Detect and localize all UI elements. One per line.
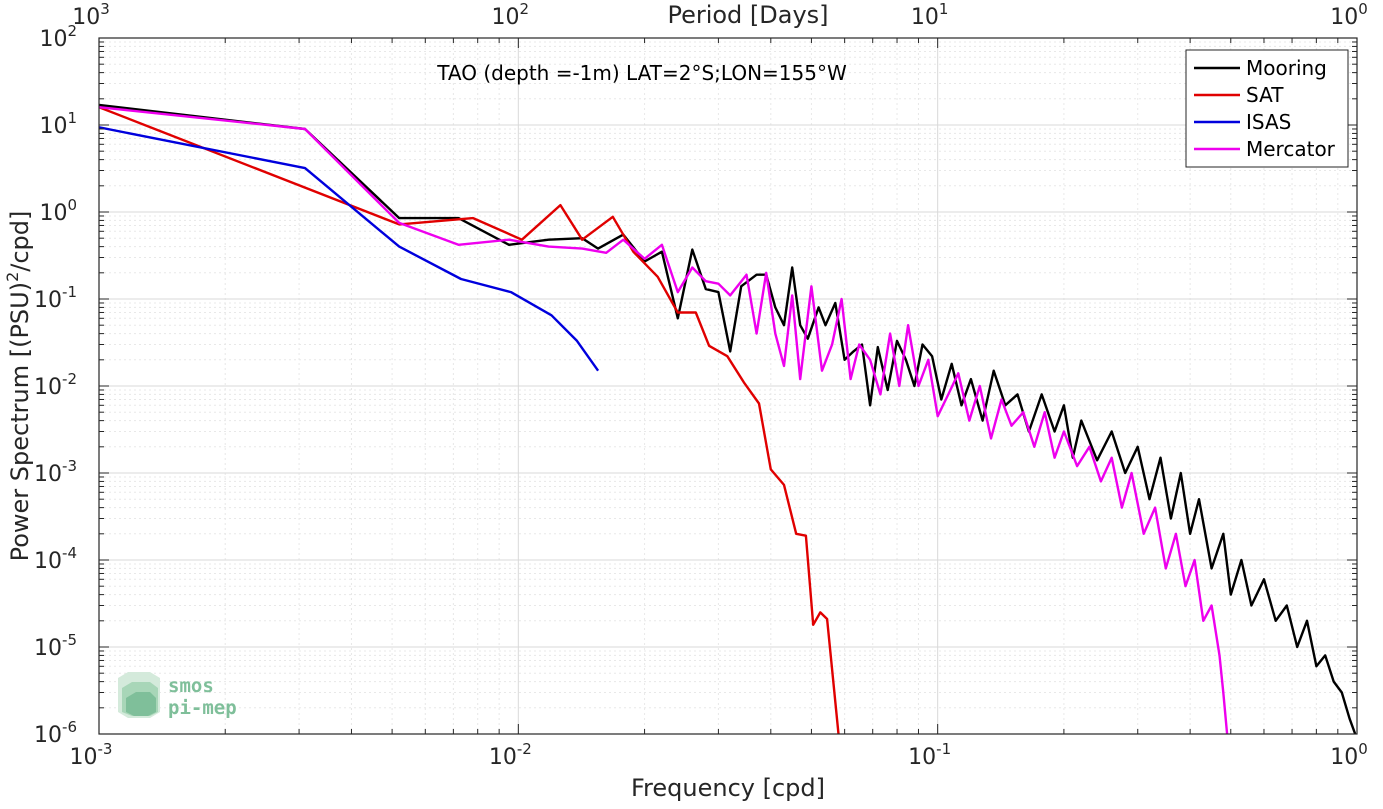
top-tick-label-base: 10 bbox=[492, 5, 520, 30]
y-tick-label: 10-3 bbox=[34, 457, 77, 487]
x-tick-label-exp: 0 bbox=[1358, 740, 1368, 758]
y-axis-label: Power Spectrum [(PSU)2/cpd] bbox=[3, 211, 34, 562]
x-tick-label: 10-1 bbox=[908, 740, 951, 770]
x-tick-label: 10-2 bbox=[489, 740, 532, 770]
x-tick-label-base: 10 bbox=[1330, 745, 1358, 770]
legend-label-sat: SAT bbox=[1246, 83, 1284, 107]
series-line-sat bbox=[99, 106, 840, 734]
y-tick-label-exp: -4 bbox=[62, 544, 77, 562]
top-tick-label: 102 bbox=[492, 0, 530, 30]
legend-label-mercator: Mercator bbox=[1246, 137, 1336, 161]
y-tick-label-exp: 1 bbox=[67, 109, 77, 127]
series-line-isas bbox=[99, 126, 600, 372]
y-tick-label-exp: -5 bbox=[62, 631, 77, 649]
y-tick-label-exp: -6 bbox=[62, 718, 77, 736]
logo-text-smos: smos bbox=[168, 675, 214, 697]
chart-title: TAO (depth =-1m) LAT=2°S;LON=155°W bbox=[436, 61, 847, 85]
y-tick-label-exp: -1 bbox=[62, 283, 77, 301]
legend-label-mooring: Mooring bbox=[1246, 56, 1327, 80]
y-axis-label-text: Power Spectrum [(PSU) bbox=[6, 282, 34, 561]
top-tick-label-base: 10 bbox=[72, 5, 100, 30]
y-tick-label-exp: -2 bbox=[62, 370, 77, 388]
top-tick-label-exp: 3 bbox=[100, 0, 110, 18]
logo-text-pimep: pi-mep bbox=[168, 697, 237, 719]
y-tick-label: 10-4 bbox=[34, 544, 77, 574]
smos-pimep-logo: smos pi-mep bbox=[118, 672, 237, 719]
y-tick-label: 10-5 bbox=[34, 631, 77, 661]
x-tick-label-base: 10 bbox=[908, 745, 936, 770]
top-tick-label: 101 bbox=[911, 0, 949, 30]
top-tick-label-base: 10 bbox=[911, 5, 939, 30]
top-axis-label: Period [Days] bbox=[667, 1, 828, 29]
top-tick-label-base: 10 bbox=[1330, 5, 1358, 30]
y-tick-label: 100 bbox=[39, 196, 77, 226]
y-tick-label-base: 10 bbox=[39, 114, 67, 139]
legend: Mooring SAT ISAS Mercator bbox=[1185, 49, 1349, 168]
top-tick-label: 100 bbox=[1330, 0, 1368, 30]
top-tick-label-exp: 1 bbox=[939, 0, 949, 18]
x-tick-label-exp: -2 bbox=[517, 740, 532, 758]
x-tick-label-base: 10 bbox=[70, 745, 98, 770]
y-axis-label-tail: /cpd] bbox=[6, 211, 34, 272]
y-tick-label-base: 10 bbox=[34, 636, 62, 661]
series-group bbox=[99, 103, 1357, 734]
y-tick-label-exp: -3 bbox=[62, 457, 77, 475]
y-tick-label-base: 10 bbox=[39, 201, 67, 226]
y-tick-label-base: 10 bbox=[34, 723, 62, 748]
y-tick-label-exp: 2 bbox=[67, 22, 77, 40]
legend-label-isas: ISAS bbox=[1246, 110, 1291, 134]
y-tick-label-base: 10 bbox=[34, 462, 62, 487]
series-line-mercator bbox=[99, 106, 1229, 734]
y-tick-label-exp: 0 bbox=[67, 196, 77, 214]
x-tick-label-base: 10 bbox=[489, 745, 517, 770]
legend-box bbox=[1185, 49, 1349, 168]
series-line-mooring bbox=[99, 103, 1357, 734]
y-tick-label: 10-2 bbox=[34, 370, 77, 400]
x-tick-label-exp: -1 bbox=[936, 740, 951, 758]
y-axis-label-exp: 2 bbox=[3, 272, 22, 282]
tick-marks bbox=[99, 38, 1357, 734]
y-tick-label-base: 10 bbox=[34, 549, 62, 574]
top-tick-label-exp: 0 bbox=[1358, 0, 1368, 18]
x-tick-label-exp: -3 bbox=[98, 740, 113, 758]
top-tick-label-exp: 2 bbox=[520, 0, 530, 18]
y-tick-label: 10-6 bbox=[34, 718, 77, 748]
y-tick-label: 10-1 bbox=[34, 283, 77, 313]
grid bbox=[99, 38, 1357, 734]
y-tick-label-base: 10 bbox=[34, 375, 62, 400]
top-tick-label: 103 bbox=[72, 0, 110, 30]
logo-shape-front bbox=[126, 692, 156, 716]
y-tick-label: 102 bbox=[39, 22, 77, 52]
y-tick-label-base: 10 bbox=[34, 288, 62, 313]
x-tick-label: 100 bbox=[1330, 740, 1368, 770]
y-tick-label-base: 10 bbox=[39, 27, 67, 52]
x-axis-label: Frequency [cpd] bbox=[631, 774, 825, 802]
x-tick-label: 10-3 bbox=[70, 740, 113, 770]
y-tick-label: 101 bbox=[39, 109, 77, 139]
